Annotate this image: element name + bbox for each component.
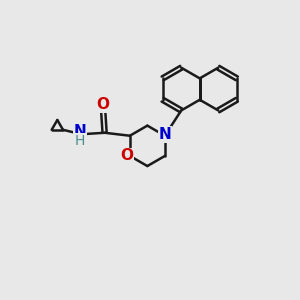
Text: O: O <box>120 148 134 164</box>
Text: N: N <box>74 124 86 139</box>
Text: O: O <box>97 97 110 112</box>
Text: H: H <box>75 134 85 148</box>
Text: N: N <box>158 127 171 142</box>
